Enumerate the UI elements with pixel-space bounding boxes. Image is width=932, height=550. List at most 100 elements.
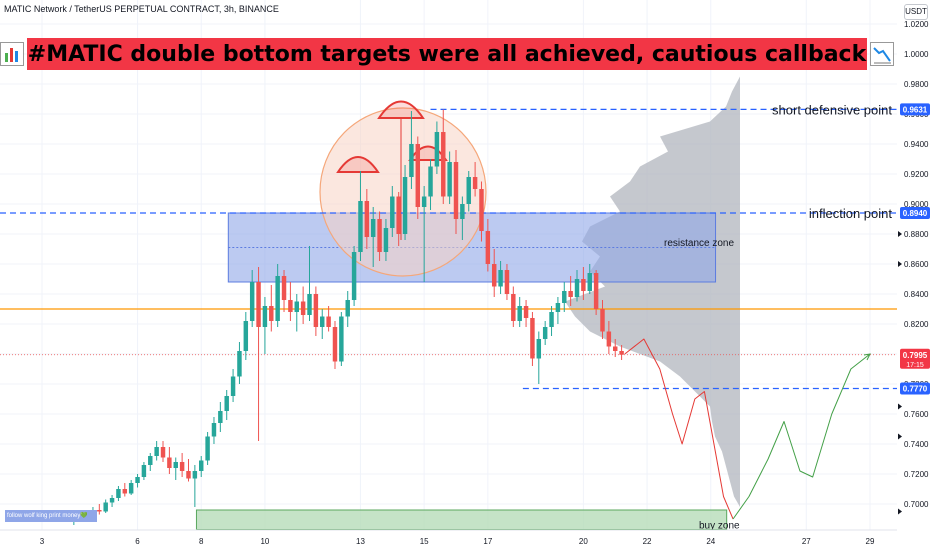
- candle-body: [288, 300, 293, 312]
- price-tick-label: 0.9200: [904, 170, 929, 179]
- candle-up: [218, 402, 223, 432]
- price-tick-label: 0.8800: [904, 230, 929, 239]
- candle-body: [517, 306, 522, 321]
- candle-up: [549, 306, 554, 336]
- price-tick-label: 0.7000: [904, 500, 929, 509]
- candle-down: [288, 282, 293, 321]
- candle-body: [536, 339, 542, 359]
- head-shoulder-arc: [336, 156, 380, 173]
- candle-up: [173, 457, 178, 480]
- candle-up: [154, 441, 159, 461]
- candle-body: [345, 300, 350, 317]
- candle-body: [619, 351, 624, 355]
- bar-chart-emoji-icon: [0, 42, 24, 66]
- candle-body: [199, 460, 204, 471]
- candle-body: [568, 291, 573, 297]
- candle-body: [581, 279, 586, 291]
- price-tick-label: 0.9000: [904, 200, 929, 209]
- candle-body: [421, 196, 427, 207]
- price-tag-text: 0.8940: [903, 209, 928, 218]
- candle-down: [364, 189, 370, 249]
- candle-down: [485, 219, 491, 272]
- candle-up: [370, 207, 376, 267]
- candle-down: [97, 504, 102, 515]
- price-tick-label: 1.0200: [904, 20, 929, 29]
- time-tick-label: 13: [356, 537, 365, 546]
- candle-body: [256, 282, 261, 327]
- time-tick-label: 10: [260, 537, 269, 546]
- buy-zone-rect: [195, 509, 728, 530]
- candle-down: [332, 321, 338, 369]
- candle-body: [479, 189, 484, 231]
- candle-up: [460, 196, 465, 240]
- candle-down: [472, 162, 478, 197]
- current-price-tag: [900, 348, 930, 369]
- candle-body: [574, 279, 580, 297]
- candle-down: [256, 267, 261, 441]
- candle-down: [511, 286, 516, 327]
- candle-body: [504, 270, 510, 294]
- candle-up: [402, 165, 408, 240]
- candle-up: [562, 282, 567, 312]
- candle-up: [205, 432, 210, 465]
- time-tick-label: 3: [40, 537, 45, 546]
- level-price-tag: [900, 207, 930, 219]
- candle-down: [619, 345, 624, 360]
- candle-body: [192, 471, 198, 479]
- candle-body: [498, 270, 503, 287]
- candle-body: [179, 462, 185, 471]
- candle-up: [199, 456, 204, 477]
- candle-up: [536, 331, 542, 384]
- head-shoulder-arc: [377, 100, 425, 119]
- candle-down: [504, 264, 510, 300]
- candle-up: [128, 480, 134, 495]
- title-banner: #MATIC double bottom targets were all ac…: [0, 38, 895, 70]
- level-lines: [0, 108, 897, 390]
- candle-down: [568, 276, 573, 306]
- candle-up: [339, 312, 344, 366]
- candle-body: [460, 204, 465, 219]
- price-tick-label: 0.8200: [904, 320, 929, 329]
- resistance-zone-label: resistance zone: [664, 238, 734, 249]
- candle-up: [351, 246, 357, 306]
- volume-profile: [565, 76, 740, 507]
- candle-up: [135, 474, 140, 488]
- currency-button[interactable]: USDT: [904, 4, 928, 20]
- candle-body: [243, 321, 249, 351]
- candle-body: [160, 447, 166, 458]
- candle-down: [453, 150, 459, 234]
- candle-body: [415, 144, 421, 207]
- axis-marker: [898, 261, 902, 267]
- candle-body: [613, 346, 618, 351]
- time-tick-label: 20: [579, 537, 588, 546]
- candle-up: [409, 111, 414, 189]
- candle-body: [555, 303, 561, 312]
- red-path: [624, 338, 734, 520]
- candle-up: [358, 171, 363, 261]
- volume-profile-shape: [565, 76, 740, 507]
- candle-up: [243, 312, 249, 360]
- candle-down: [606, 321, 612, 354]
- time-axis-bg: [0, 530, 897, 550]
- candle-up: [587, 264, 592, 294]
- axis-marker: [898, 231, 902, 237]
- candle-body: [109, 498, 115, 503]
- candle-up: [109, 495, 115, 507]
- candle-body: [186, 471, 191, 479]
- candle-body: [128, 483, 134, 494]
- candle-body: [600, 309, 605, 332]
- candle-body: [275, 276, 280, 321]
- level-label: inflection point: [809, 206, 892, 221]
- green-path: [732, 353, 871, 520]
- axis-marker: [898, 403, 902, 410]
- level-label: short defensive point: [772, 102, 892, 117]
- candle-down: [300, 286, 306, 324]
- candle-up: [141, 462, 147, 480]
- candle-down: [179, 453, 185, 477]
- candle-up: [211, 417, 217, 444]
- price-tag-text: 0.7770: [903, 385, 928, 394]
- candle-body: [262, 306, 268, 327]
- price-axis-bg: [897, 0, 932, 550]
